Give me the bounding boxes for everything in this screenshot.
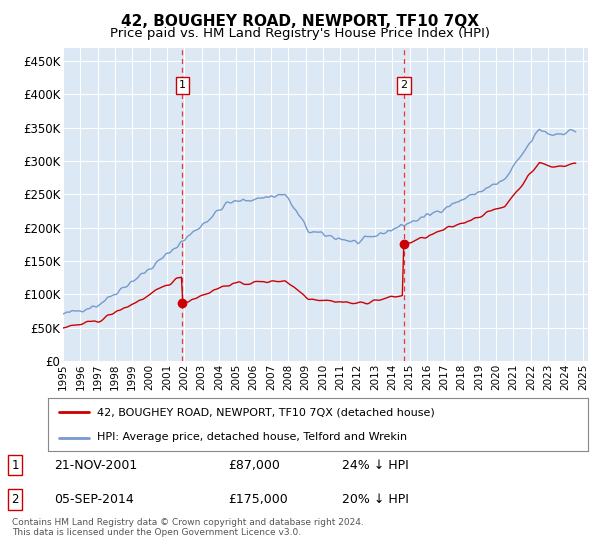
- Text: 1: 1: [11, 459, 19, 472]
- Text: 2: 2: [11, 493, 19, 506]
- Text: 24% ↓ HPI: 24% ↓ HPI: [342, 459, 409, 472]
- Text: Contains HM Land Registry data © Crown copyright and database right 2024.
This d: Contains HM Land Registry data © Crown c…: [12, 518, 364, 538]
- Text: 1: 1: [179, 80, 186, 90]
- Text: 21-NOV-2001: 21-NOV-2001: [54, 459, 137, 472]
- Text: £87,000: £87,000: [228, 459, 280, 472]
- Text: 2: 2: [400, 80, 407, 90]
- Text: HPI: Average price, detached house, Telford and Wrekin: HPI: Average price, detached house, Telf…: [97, 432, 407, 442]
- Text: 42, BOUGHEY ROAD, NEWPORT, TF10 7QX: 42, BOUGHEY ROAD, NEWPORT, TF10 7QX: [121, 14, 479, 29]
- Text: 05-SEP-2014: 05-SEP-2014: [54, 493, 134, 506]
- Text: Price paid vs. HM Land Registry's House Price Index (HPI): Price paid vs. HM Land Registry's House …: [110, 27, 490, 40]
- Text: 42, BOUGHEY ROAD, NEWPORT, TF10 7QX (detached house): 42, BOUGHEY ROAD, NEWPORT, TF10 7QX (det…: [97, 408, 434, 418]
- Text: 20% ↓ HPI: 20% ↓ HPI: [342, 493, 409, 506]
- Text: £175,000: £175,000: [228, 493, 288, 506]
